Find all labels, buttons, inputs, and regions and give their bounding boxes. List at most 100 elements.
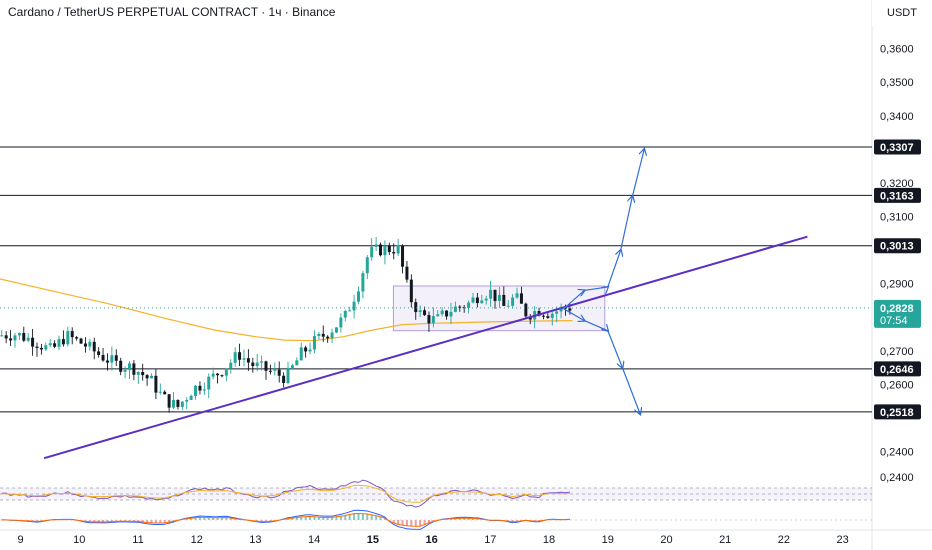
projection-arrows-layer — [563, 149, 645, 414]
time-axis-ticks: 9 10 11 12 13 14 15 16 17 18 19 20 21 22 23 — [17, 534, 848, 546]
candle-body — [387, 245, 391, 253]
candle-body — [467, 302, 471, 308]
candle-body — [356, 291, 360, 302]
macd-histogram-bar — [159, 520, 162, 523]
candle-body — [61, 339, 65, 345]
candle-body — [92, 341, 96, 352]
candle-body — [273, 369, 277, 371]
candle-body — [541, 315, 545, 317]
rsi-band — [0, 488, 872, 500]
macd-histogram-bar — [326, 517, 329, 520]
macd-histogram-bar — [405, 520, 408, 526]
macd-histogram-bar — [392, 520, 395, 524]
macd-histogram-bar — [124, 520, 127, 522]
indicator-panes: 0,2400 — [0, 472, 914, 530]
moving-average-layer — [0, 278, 573, 342]
macd-histogram-bar — [471, 518, 474, 520]
macd-histogram-bar — [423, 520, 426, 525]
candle-body — [132, 363, 136, 375]
candle-body — [396, 245, 400, 254]
macd-histogram-bar — [309, 516, 312, 520]
level-price-tag — [874, 361, 921, 377]
candle-body — [44, 345, 48, 350]
price-tick-label: 0,3500 — [880, 77, 914, 89]
candle-body — [70, 331, 74, 338]
macd-histogram-bar — [220, 517, 223, 520]
horizontal-levels — [0, 146, 872, 413]
candle-body — [449, 311, 453, 317]
candle-body — [515, 293, 519, 298]
candle-body — [427, 315, 431, 324]
candle-body — [392, 252, 396, 254]
macd-histogram-bar — [383, 518, 386, 520]
candle-body — [537, 311, 541, 316]
candle-body — [484, 298, 488, 301]
current-price-tag — [874, 299, 921, 328]
macd-histogram-bar — [335, 516, 338, 520]
candle-body — [365, 257, 369, 274]
candle-body — [189, 395, 193, 400]
level-price-tag — [874, 238, 921, 254]
macd-histogram-bar — [463, 518, 466, 520]
candle-body — [290, 365, 294, 368]
macd-histogram-bar — [353, 513, 356, 520]
time-tick-label: 19 — [602, 534, 614, 546]
macd-histogram-bar — [110, 520, 113, 522]
macd-histogram-bar — [476, 518, 479, 520]
projected-down-path — [563, 308, 640, 414]
candle-body — [546, 316, 550, 318]
chart-title: Cardano / TetherUS PERPETUAL CONTRACT · … — [8, 5, 336, 19]
candle-body — [268, 370, 272, 372]
candle-body — [158, 391, 162, 393]
macd-histogram-bar — [375, 515, 378, 520]
macd-histogram-bar — [115, 520, 118, 522]
macd-histogram-bar — [128, 520, 131, 522]
price-tick-label: 0,2900 — [880, 279, 914, 291]
candle-body — [286, 367, 290, 383]
macd-histogram-bar — [40, 520, 43, 522]
candle-body — [119, 360, 123, 372]
time-tick-label: 14 — [308, 534, 320, 546]
candle-body — [242, 358, 246, 360]
candle-body — [35, 346, 39, 348]
time-tick-label: 18 — [543, 534, 555, 546]
candle-body — [255, 362, 259, 367]
macd-histogram-bar — [516, 520, 519, 522]
current-price-label: 0,2828 — [880, 303, 914, 315]
candle-body — [436, 314, 440, 317]
candle-body — [330, 332, 334, 339]
macd-histogram-bar — [317, 517, 320, 520]
macd-histogram-bar — [467, 518, 470, 520]
candle-body — [154, 375, 158, 393]
candle-body — [238, 352, 242, 360]
macd-histogram-bar — [533, 520, 536, 522]
ascending-trendline — [43, 235, 808, 460]
candle-body — [114, 355, 118, 361]
currency-label[interactable]: USDT — [872, 0, 932, 26]
candle-body — [506, 305, 510, 307]
candle-body — [145, 375, 149, 379]
candle-body — [348, 310, 352, 312]
macd-histogram-bar — [84, 520, 87, 522]
candle-body — [167, 394, 171, 408]
macd-histogram-bar — [185, 518, 188, 520]
candle-body — [317, 333, 321, 337]
candle-body — [220, 375, 224, 377]
macd-histogram-bar — [348, 514, 351, 520]
candle-body — [431, 316, 435, 324]
macd-histogram-bar — [207, 517, 210, 520]
macd-histogram-bar — [88, 520, 91, 522]
macd-histogram-bar — [203, 517, 206, 520]
candle-body — [4, 335, 8, 339]
macd-histogram-bar — [269, 520, 272, 522]
candle-body — [423, 310, 427, 316]
rsi-ma-line — [1, 484, 570, 503]
macd-histogram-bar — [102, 520, 105, 522]
macd-histogram-bar — [401, 520, 404, 526]
candle-body — [471, 297, 475, 303]
macd-histogram-bar — [538, 520, 541, 522]
macd-histogram-bar — [146, 520, 149, 523]
macd-histogram-bar — [432, 520, 435, 522]
candle-body — [343, 310, 347, 318]
candle-body — [475, 297, 479, 304]
